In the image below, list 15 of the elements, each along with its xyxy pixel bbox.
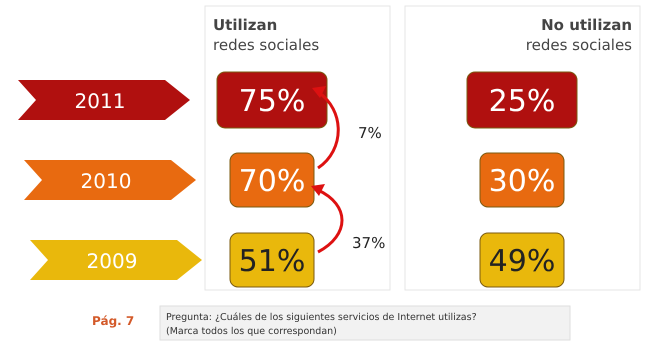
text: Pregunta: ¿Cuáles de los siguientes servicios de Internet utilizas? (Marca todos los que correspondan) xyxy=(166,312,477,337)
x-tick-label: No utilizan redes sociales xyxy=(526,16,632,54)
data-label: 25% xyxy=(488,84,556,119)
y-tick-label: 2011 xyxy=(74,89,126,113)
annotation: 7% xyxy=(358,124,382,142)
y-tick-label: 2010 xyxy=(80,169,132,193)
x-tick-label: Utilizan redes sociales xyxy=(213,16,320,54)
data-label: 30% xyxy=(488,164,556,199)
data-label: 75% xyxy=(238,84,306,119)
data-label: 49% xyxy=(488,244,556,279)
data-label: 70% xyxy=(238,164,306,199)
y-tick-label: 2009 xyxy=(86,249,138,273)
data-label: 51% xyxy=(238,244,306,279)
text: Pág. 7 xyxy=(92,314,134,328)
annotation: 37% xyxy=(352,234,386,252)
